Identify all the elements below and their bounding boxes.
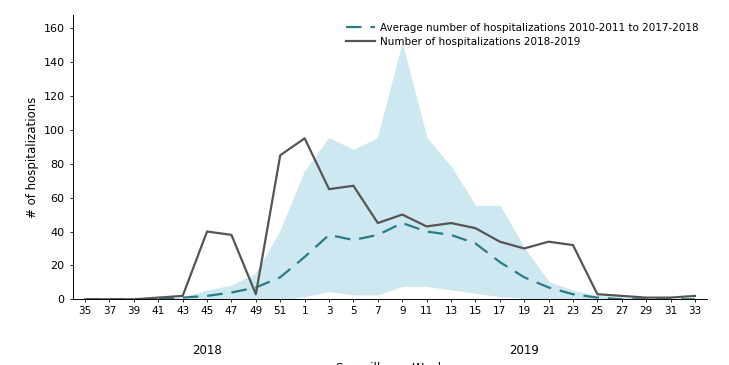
Legend: Average number of hospitalizations 2010-2011 to 2017-2018, Number of hospitaliza: Average number of hospitalizations 2010-…: [343, 20, 702, 50]
Average number of hospitalizations 2010-2011 to 2017-2018: [179, 295, 187, 300]
Average number of hospitalizations 2010-2011 to 2017-2018: [471, 241, 480, 246]
Average number of hospitalizations 2010-2011 to 2017-2018: [105, 297, 114, 301]
Number of hospitalizations 2018-2019: [203, 229, 211, 234]
Number of hospitalizations 2018-2019: [130, 297, 139, 301]
Number of hospitalizations 2018-2019: [227, 233, 236, 237]
Average number of hospitalizations 2010-2011 to 2017-2018: [324, 233, 333, 237]
Text: Surveillance Week: Surveillance Week: [335, 362, 445, 365]
Average number of hospitalizations 2010-2011 to 2017-2018: [496, 260, 504, 264]
Number of hospitalizations 2018-2019: [690, 294, 699, 298]
Number of hospitalizations 2018-2019: [422, 224, 431, 228]
Line: Number of hospitalizations 2018-2019: Number of hospitalizations 2018-2019: [85, 138, 695, 299]
Number of hospitalizations 2018-2019: [349, 184, 358, 188]
Average number of hospitalizations 2010-2011 to 2017-2018: [349, 238, 358, 242]
Number of hospitalizations 2018-2019: [642, 295, 650, 300]
Number of hospitalizations 2018-2019: [544, 239, 553, 244]
Average number of hospitalizations 2010-2011 to 2017-2018: [520, 275, 529, 280]
Number of hospitalizations 2018-2019: [496, 239, 504, 244]
Number of hospitalizations 2018-2019: [276, 153, 284, 157]
Average number of hospitalizations 2010-2011 to 2017-2018: [373, 233, 382, 237]
Average number of hospitalizations 2010-2011 to 2017-2018: [130, 297, 139, 301]
Average number of hospitalizations 2010-2011 to 2017-2018: [422, 229, 431, 234]
Number of hospitalizations 2018-2019: [300, 136, 309, 141]
Average number of hospitalizations 2010-2011 to 2017-2018: [544, 285, 553, 290]
Number of hospitalizations 2018-2019: [593, 292, 601, 296]
Number of hospitalizations 2018-2019: [154, 295, 163, 300]
Average number of hospitalizations 2010-2011 to 2017-2018: [593, 295, 601, 300]
Average number of hospitalizations 2010-2011 to 2017-2018: [447, 233, 456, 237]
Number of hospitalizations 2018-2019: [617, 294, 626, 298]
Number of hospitalizations 2018-2019: [81, 297, 90, 301]
Text: 2019: 2019: [510, 344, 539, 357]
Number of hospitalizations 2018-2019: [105, 297, 114, 301]
Number of hospitalizations 2018-2019: [666, 295, 675, 300]
Average number of hospitalizations 2010-2011 to 2017-2018: [81, 297, 90, 301]
Number of hospitalizations 2018-2019: [569, 243, 577, 247]
Average number of hospitalizations 2010-2011 to 2017-2018: [300, 255, 309, 259]
Average number of hospitalizations 2010-2011 to 2017-2018: [617, 297, 626, 301]
Text: 2018: 2018: [192, 344, 222, 357]
Number of hospitalizations 2018-2019: [252, 292, 260, 296]
Number of hospitalizations 2018-2019: [447, 221, 456, 225]
Average number of hospitalizations 2010-2011 to 2017-2018: [398, 221, 407, 225]
Average number of hospitalizations 2010-2011 to 2017-2018: [203, 294, 211, 298]
Average number of hospitalizations 2010-2011 to 2017-2018: [276, 275, 284, 280]
Average number of hospitalizations 2010-2011 to 2017-2018: [227, 290, 236, 295]
Number of hospitalizations 2018-2019: [373, 221, 382, 225]
Y-axis label: # of hospitalizations: # of hospitalizations: [26, 96, 39, 218]
Average number of hospitalizations 2010-2011 to 2017-2018: [252, 285, 260, 290]
Number of hospitalizations 2018-2019: [471, 226, 480, 230]
Average number of hospitalizations 2010-2011 to 2017-2018: [569, 292, 577, 296]
Average number of hospitalizations 2010-2011 to 2017-2018: [666, 297, 675, 301]
Average number of hospitalizations 2010-2011 to 2017-2018: [690, 297, 699, 301]
Average number of hospitalizations 2010-2011 to 2017-2018: [642, 297, 650, 301]
Number of hospitalizations 2018-2019: [398, 212, 407, 217]
Line: Average number of hospitalizations 2010-2011 to 2017-2018: Average number of hospitalizations 2010-…: [85, 223, 695, 299]
Number of hospitalizations 2018-2019: [520, 246, 529, 251]
Average number of hospitalizations 2010-2011 to 2017-2018: [154, 297, 163, 301]
Number of hospitalizations 2018-2019: [324, 187, 333, 191]
Number of hospitalizations 2018-2019: [179, 294, 187, 298]
